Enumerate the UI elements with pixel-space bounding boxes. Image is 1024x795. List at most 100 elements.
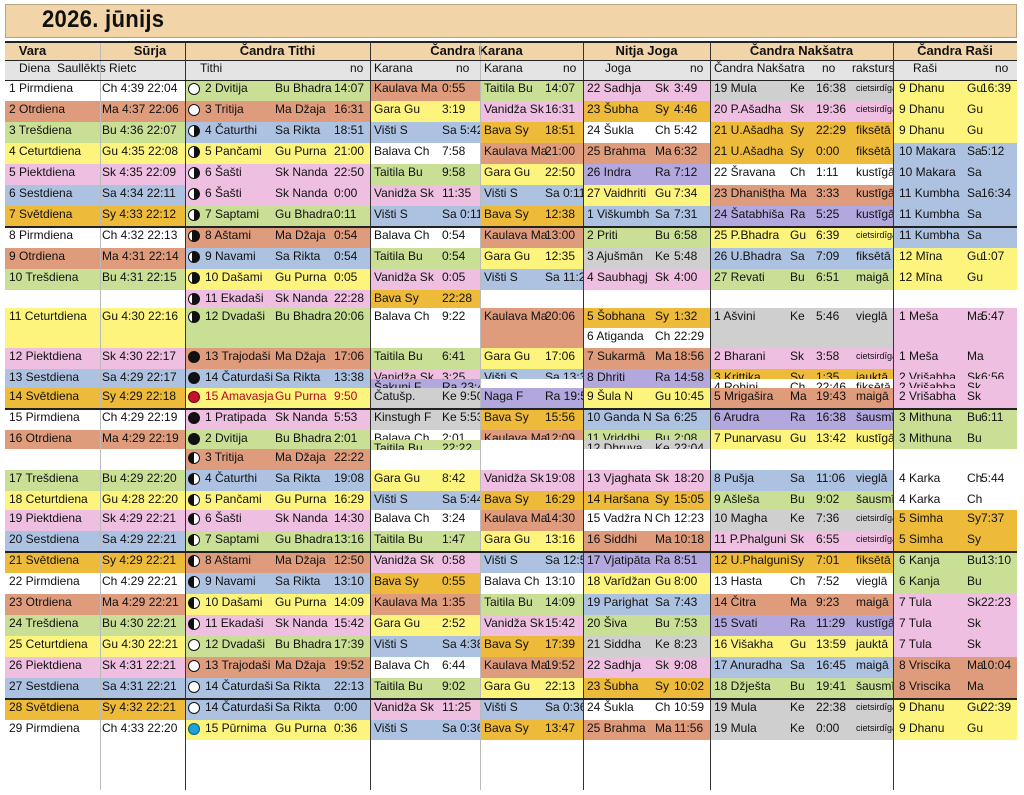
- karana-cell[interactable]: Gara Gu 8:42: [370, 470, 480, 491]
- rasi-cell[interactable]: 4 Karka Ch: [893, 491, 1017, 510]
- karana-cell[interactable]: Višti S Sa 5:44: [370, 491, 480, 510]
- tithi-cell[interactable]: 14 Čaturdaši Sa Rikta 0:00: [185, 699, 370, 720]
- tithi-cell[interactable]: 3 Tritija Ma Džaja 16:31: [185, 101, 370, 122]
- rasi-cell[interactable]: 8 Vriscika Ma: [893, 678, 1017, 699]
- joga-cell[interactable]: 20 Šiva Bu 7:53: [583, 615, 710, 636]
- tithi-cell[interactable]: 4 Čaturthi Sa Rikta 19:08: [185, 470, 370, 491]
- karana-cell[interactable]: Višti S Sa 5:42: [370, 122, 480, 143]
- rasi-cell[interactable]: 7 Tula Sk 22:23: [893, 594, 1017, 615]
- karana-cell[interactable]: Taitila Bu 14:09: [480, 594, 583, 615]
- rasi-cell[interactable]: 11 Kumbha Sa: [893, 206, 1017, 227]
- day-cell[interactable]: 1 Pirmdiena: [5, 80, 100, 101]
- tithi-cell[interactable]: 12 Dvadaši Bu Bhadra 20:06: [185, 308, 370, 348]
- day-cell[interactable]: 14 Svētdiena: [5, 388, 100, 409]
- karana-cell[interactable]: Balava Ch 2:01: [370, 430, 480, 440]
- rasi-cell[interactable]: 11 Kumbha Sa: [893, 227, 1017, 248]
- joga-cell[interactable]: 27 Vaidhriti Gu 7:34: [583, 185, 710, 206]
- karana-cell[interactable]: Balava Ch 6:44: [370, 657, 480, 678]
- tithi-cell[interactable]: 7 Saptami Gu Bhadra 0:11: [185, 206, 370, 227]
- naksatra-cell[interactable]: 18 Džješta Bu 19:41 šausmīgā: [710, 678, 893, 699]
- day-cell[interactable]: 24 Trešdiena: [5, 615, 100, 636]
- joga-cell[interactable]: 13 Vjaghata Sk 18:20: [583, 470, 710, 491]
- rasi-cell[interactable]: 9 Dhanu Gu: [893, 122, 1017, 143]
- day-cell[interactable]: 22 Pirmdiena: [5, 573, 100, 594]
- karana-cell[interactable]: Taitila Bu 14:07: [480, 80, 583, 101]
- day-cell[interactable]: 8 Pirmdiena: [5, 227, 100, 248]
- karana-cell[interactable]: Bava Sy 15:56: [480, 409, 583, 430]
- joga-cell[interactable]: 5 Šobhana Sy 1:32: [583, 308, 710, 328]
- joga-cell[interactable]: 10 Ganda N Sa 6:25: [583, 409, 710, 430]
- karana-cell[interactable]: Vanidža Sk 16:31: [480, 101, 583, 122]
- rasi-cell[interactable]: 10 Makara Sa 5:12: [893, 143, 1017, 164]
- naksatra-cell[interactable]: 12 U.Phalguni Sy 7:01 fiksētā: [710, 552, 893, 573]
- day-cell[interactable]: 26 Piektdiena: [5, 657, 100, 678]
- naksatra-cell[interactable]: 25 P.Bhadra Gu 6:39 cietsirdīgā: [710, 227, 893, 248]
- naksatra-cell[interactable]: 9 Ašleša Bu 9:02 šausmīgā: [710, 491, 893, 510]
- karana-cell[interactable]: Bava Sy 12:38: [480, 206, 583, 227]
- karana-cell[interactable]: Višti S Sa 4:38: [370, 636, 480, 657]
- joga-cell[interactable]: 7 Sukarmā Ma 18:56: [583, 348, 710, 369]
- karana-cell[interactable]: Kaulava Ma 1:35: [370, 594, 480, 615]
- day-cell[interactable]: 6 Sestdiena: [5, 185, 100, 206]
- joga-cell[interactable]: 3 Ajušmān Ke 5:48: [583, 248, 710, 269]
- day-cell[interactable]: 4 Ceturtdiena: [5, 143, 100, 164]
- tithi-cell[interactable]: 9 Navami Sa Rikta 0:54: [185, 248, 370, 269]
- karana-cell[interactable]: Vanidža Sk 3:25: [370, 369, 480, 379]
- rasi-cell[interactable]: 12 Mīna Gu: [893, 269, 1017, 290]
- tithi-cell[interactable]: 1 Pratipada Sk Nanda 5:53: [185, 409, 370, 430]
- tithi-cell[interactable]: 2 Dvitija Bu Bhadra 14:07: [185, 80, 370, 101]
- joga-cell[interactable]: 22 Sadhja Sk 3:49: [583, 80, 710, 101]
- rasi-cell[interactable]: 1 Meša Ma: [893, 348, 1017, 369]
- day-cell[interactable]: 2 Otrdiena: [5, 101, 100, 122]
- joga-cell[interactable]: 26 Indra Ra 7:12: [583, 164, 710, 185]
- day-cell[interactable]: 28 Svētdiena: [5, 699, 100, 720]
- karana-cell[interactable]: Vanidža Sk 11:35: [370, 185, 480, 206]
- karana-cell[interactable]: Bava Sy 0:55: [370, 573, 480, 594]
- tithi-cell[interactable]: 11 Ekadaši Sk Nanda 22:28: [185, 290, 370, 308]
- karana-cell[interactable]: Taitila Bu 0:54: [370, 248, 480, 269]
- day-cell[interactable]: 16 Otrdiena: [5, 430, 100, 449]
- naksatra-cell[interactable]: 22 Šravana Ch 1:11 kustīgā: [710, 164, 893, 185]
- joga-cell[interactable]: 21 Siddha Ke 8:23: [583, 636, 710, 657]
- naksatra-cell[interactable]: 24 Šatabhiša Ra 5:25 kustīgā: [710, 206, 893, 227]
- tithi-cell[interactable]: 15 Pūrnima Gu Purna 0:36: [185, 720, 370, 740]
- tithi-cell[interactable]: 4 Čaturthi Sa Rikta 18:51: [185, 122, 370, 143]
- tithi-cell[interactable]: 12 Dvadaši Bu Bhadra 17:39: [185, 636, 370, 657]
- day-cell[interactable]: 17 Trešdiena: [5, 470, 100, 491]
- karana-cell[interactable]: Vanidža Sk 15:42: [480, 615, 583, 636]
- naksatra-cell[interactable]: 10 Magha Ke 7:36 cietsirdīgā: [710, 510, 893, 531]
- day-cell[interactable]: 10 Trešdiena: [5, 269, 100, 290]
- karana-cell[interactable]: Taitila Bu 1:47: [370, 531, 480, 552]
- karana-cell[interactable]: Vanidža Sk 19:08: [480, 470, 583, 491]
- tithi-cell[interactable]: 5 Pančami Gu Purna 16:29: [185, 491, 370, 510]
- karana-cell[interactable]: Čatušp. Ke 9:50: [370, 388, 480, 409]
- naksatra-cell[interactable]: 21 U.Ašadha Sy 0:00 fiksētā: [710, 143, 893, 164]
- joga-cell[interactable]: 1 Viškumbh Sa 7:31: [583, 206, 710, 227]
- tithi-cell[interactable]: 2 Dvitija Bu Bhadra 2:01: [185, 430, 370, 449]
- joga-cell[interactable]: 9 Šula N Gu 10:45: [583, 388, 710, 409]
- karana-cell[interactable]: Kaulava Ma 19:52: [480, 657, 583, 678]
- naksatra-cell[interactable]: 19 Mula Ke 0:00 cietsirdīgā: [710, 720, 893, 740]
- tithi-cell[interactable]: 3 Tritija Ma Džaja 22:22: [185, 449, 370, 470]
- day-cell[interactable]: 3 Trešdiena: [5, 122, 100, 143]
- joga-cell[interactable]: 12 Dhruva Ke 22:04: [583, 439, 710, 449]
- rasi-cell[interactable]: 12 Mīna Gu 1:07: [893, 248, 1017, 269]
- naksatra-cell[interactable]: 1 Ašvini Ke 5:46 vieglā: [710, 308, 893, 348]
- naksatra-cell[interactable]: 6 Arudra Ra 16:38 šausmīgā: [710, 409, 893, 430]
- karana-cell[interactable]: Višti S Sa 0:36: [480, 699, 583, 720]
- karana-cell[interactable]: Višti S Sa 13:38: [480, 369, 583, 379]
- karana-cell[interactable]: Bava Sy 13:47: [480, 720, 583, 740]
- karana-cell[interactable]: Balava Ch 0:54: [370, 227, 480, 248]
- karana-cell[interactable]: Bava Sy 16:29: [480, 491, 583, 510]
- joga-cell[interactable]: 14 Haršana Sy 15:05: [583, 491, 710, 510]
- rasi-cell[interactable]: 2 Vrišabha Sk 6:56: [893, 369, 1017, 379]
- naksatra-cell[interactable]: 8 Pušja Sa 11:06 vieglā: [710, 470, 893, 491]
- tithi-cell[interactable]: 9 Navami Sa Rikta 13:10: [185, 573, 370, 594]
- karana-cell[interactable]: Gara Gu 13:16: [480, 531, 583, 552]
- naksatra-cell[interactable]: 2 Bharani Sk 3:58 cietsirdīgā: [710, 348, 893, 369]
- joga-cell[interactable]: 6 Atiganda Ch 22:29: [583, 328, 710, 348]
- joga-cell[interactable]: 8 Dhriti Ra 14:58: [583, 369, 710, 388]
- rasi-cell[interactable]: 9 Dhanu Gu 22:39: [893, 699, 1017, 720]
- karana-cell[interactable]: Kaulava Ma 13:00: [480, 227, 583, 248]
- karana-cell[interactable]: Balava Ch 3:24: [370, 510, 480, 531]
